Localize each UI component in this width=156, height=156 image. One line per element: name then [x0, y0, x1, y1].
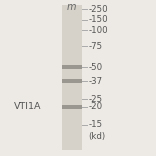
- Bar: [62, 5, 82, 150]
- Text: -75: -75: [88, 41, 102, 51]
- Text: -150: -150: [88, 15, 108, 24]
- Text: -20: -20: [88, 102, 102, 111]
- Bar: [62, 105, 82, 109]
- Bar: [62, 65, 82, 69]
- Text: -250: -250: [88, 5, 108, 14]
- Text: -50: -50: [88, 63, 102, 72]
- Text: -100: -100: [88, 26, 108, 35]
- Text: (kd): (kd): [88, 132, 105, 141]
- Text: -15: -15: [88, 120, 102, 129]
- Text: -25: -25: [88, 95, 102, 104]
- Text: VTI1A: VTI1A: [14, 102, 42, 111]
- Text: m: m: [67, 2, 76, 12]
- Bar: [62, 79, 82, 83]
- Text: -37: -37: [88, 77, 102, 86]
